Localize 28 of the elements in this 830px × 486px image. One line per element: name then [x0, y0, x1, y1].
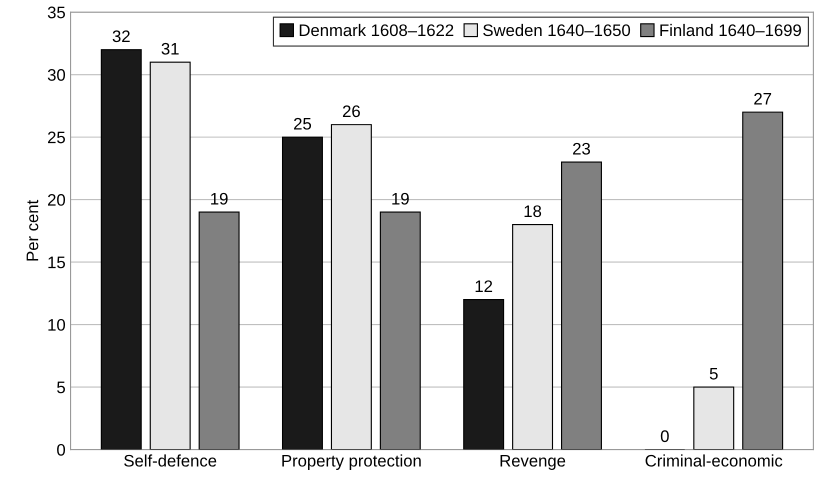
x-tick-label: Property protection	[282, 454, 421, 470]
data-label: 5	[710, 368, 718, 380]
y-tick-label: 0	[57, 444, 66, 456]
data-label: 32	[112, 30, 130, 42]
x-tick-label: Self-defence	[124, 454, 216, 467]
y-axis-title: Per cent	[26, 200, 38, 261]
data-label: 31	[162, 42, 179, 55]
data-label: 19	[211, 192, 228, 205]
y-tick-label: 15	[48, 256, 65, 268]
legend-label: Finland 1640–1699	[660, 24, 801, 36]
data-label: 25	[294, 118, 312, 130]
data-label: 27	[754, 92, 772, 104]
data-label: 26	[342, 105, 360, 118]
y-tick-label: 35	[48, 6, 65, 18]
y-tick-label: 20	[48, 194, 66, 206]
y-tick-label: 10	[48, 318, 66, 331]
y-tick-label: 5	[57, 382, 65, 394]
y-tick-label: 30	[48, 69, 66, 81]
data-label: 0	[660, 430, 669, 442]
data-label: 19	[392, 192, 409, 205]
data-label: 18	[524, 205, 542, 218]
data-label: 23	[573, 142, 590, 155]
data-label: 12	[476, 280, 492, 292]
x-tick-label: Revenge	[500, 455, 566, 470]
legend-label: Denmark 1608–1622	[300, 24, 454, 36]
x-tick-label: Criminal-economic	[646, 454, 782, 467]
legend-label: Sweden 1640–1650	[483, 24, 630, 36]
y-tick-label: 25	[48, 132, 65, 144]
